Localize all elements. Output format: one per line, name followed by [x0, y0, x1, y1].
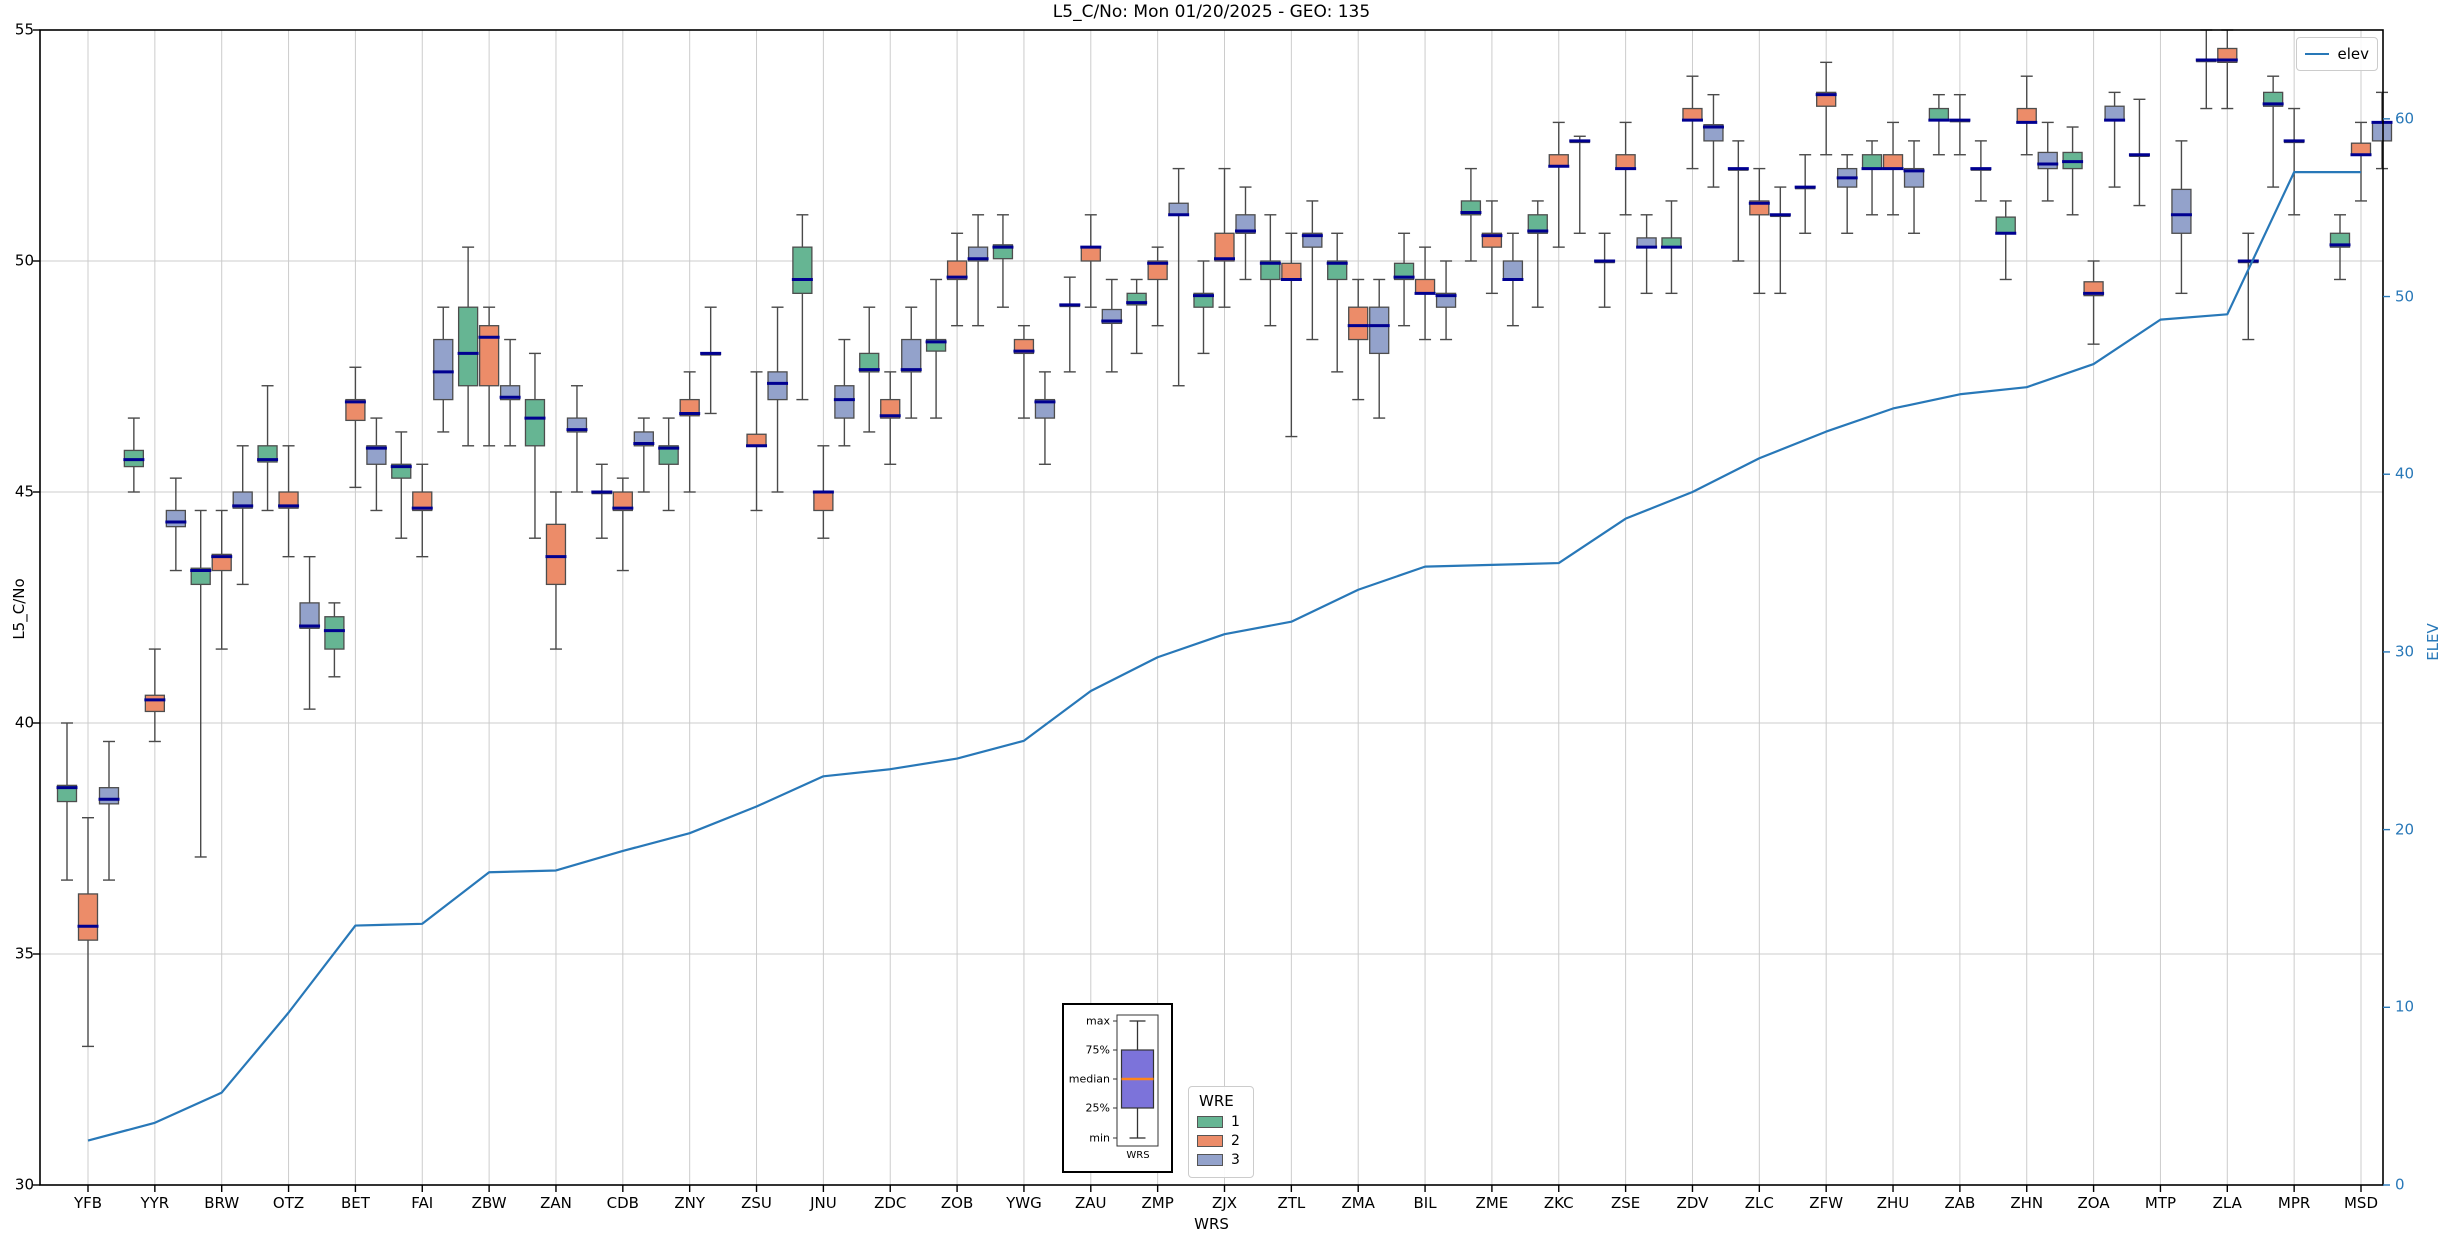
category-tick-ZAU: ZAU	[1075, 1194, 1107, 1212]
wre1-label: 1	[1231, 1114, 1240, 1130]
category-tick-ZLC: ZLC	[1744, 1194, 1774, 1212]
wre3-label: 3	[1231, 1152, 1240, 1168]
category-tick-ZDV: ZDV	[1676, 1194, 1709, 1212]
wre1-swatch	[1197, 1116, 1223, 1128]
category-tick-ZSU: ZSU	[741, 1194, 772, 1212]
category-tick-ZHN: ZHN	[2010, 1194, 2044, 1212]
category-tick-ZMP: ZMP	[1141, 1194, 1174, 1212]
wre3-swatch	[1197, 1154, 1223, 1166]
left-axis-label: L5_C/No	[10, 578, 28, 640]
wre-legend-row: 2	[1197, 1133, 1245, 1149]
wre-legend-row: 3	[1197, 1152, 1245, 1168]
category-tick-ZNY: ZNY	[674, 1194, 705, 1212]
category-tick-OTZ: OTZ	[272, 1194, 305, 1212]
right-tick: 20	[2395, 820, 2415, 839]
category-tick-ZJX: ZJX	[1212, 1194, 1237, 1212]
wre2-label: 2	[1231, 1133, 1240, 1149]
elev-legend-label: elev	[2337, 45, 2369, 63]
right-tick: 40	[2395, 464, 2415, 483]
category-tick-BET: BET	[340, 1194, 370, 1212]
left-tick: 30	[14, 1175, 34, 1194]
inset-max-label: max	[1086, 1014, 1110, 1028]
category-tick-ZKC: ZKC	[1543, 1194, 1574, 1212]
right-tick: 60	[2395, 109, 2415, 128]
wre-legend-row: 1	[1197, 1114, 1245, 1130]
inset-p75-label: 75%	[1085, 1043, 1110, 1057]
elev-legend: elev	[2296, 37, 2378, 71]
elev-line-sample	[2305, 53, 2330, 55]
inset-min-label: min	[1089, 1131, 1110, 1145]
wre2-swatch	[1197, 1135, 1223, 1147]
wre-legend: WRE 1 2 3	[1188, 1086, 1254, 1178]
category-tick-ZSE: ZSE	[1610, 1194, 1641, 1212]
category-tick-ZAN: ZAN	[540, 1194, 572, 1212]
category-tick-ZME: ZME	[1475, 1194, 1509, 1212]
category-tick-JNU: JNU	[810, 1194, 837, 1212]
category-tick-YFB: YFB	[73, 1194, 103, 1212]
right-axis-label: ELEV	[2424, 623, 2439, 661]
right-tick: 0	[2395, 1175, 2405, 1194]
left-tick: 40	[14, 713, 34, 732]
category-tick-MTP: MTP	[2144, 1194, 2177, 1212]
category-tick-YWG: YWG	[1006, 1194, 1042, 1212]
category-tick-ZLA: ZLA	[2212, 1194, 2242, 1212]
category-tick-CDB: CDB	[606, 1194, 639, 1212]
left-tick: 45	[14, 482, 34, 501]
category-tick-FAI: FAI	[411, 1194, 434, 1212]
inset-p25-label: 25%	[1085, 1101, 1110, 1115]
inset-median-label: median	[1068, 1072, 1110, 1086]
category-tick-ZDC: ZDC	[874, 1194, 907, 1212]
category-tick-ZMA: ZMA	[1341, 1194, 1375, 1212]
left-tick: 50	[14, 251, 34, 270]
category-tick-ZBW: ZBW	[471, 1194, 507, 1212]
category-tick-ZFW: ZFW	[1809, 1194, 1844, 1212]
category-tick-BIL: BIL	[1413, 1194, 1437, 1212]
right-tick: 10	[2395, 997, 2415, 1016]
right-tick: 30	[2395, 642, 2415, 661]
category-tick-YYR: YYR	[140, 1194, 170, 1212]
x-axis-label: WRS	[1194, 1215, 1229, 1233]
category-tick-ZAB: ZAB	[1944, 1194, 1976, 1212]
chart-title: L5_C/No: Mon 01/20/2025 - GEO: 135	[1052, 2, 1371, 22]
category-tick-ZOB: ZOB	[940, 1194, 974, 1212]
category-tick-ZHU: ZHU	[1876, 1194, 1910, 1212]
category-tick-ZTL: ZTL	[1277, 1194, 1306, 1212]
right-tick: 50	[2395, 287, 2415, 306]
category-tick-BRW: BRW	[204, 1194, 240, 1212]
category-tick-MSD: MSD	[2343, 1194, 2378, 1212]
category-tick-MPR: MPR	[2277, 1194, 2311, 1212]
left-tick: 55	[14, 20, 34, 39]
inset-x-axis-label: WRS	[1126, 1150, 1150, 1161]
left-tick: 35	[14, 944, 34, 963]
wre-legend-title: WRE	[1199, 1092, 1234, 1110]
category-tick-ZOA: ZOA	[2077, 1194, 2110, 1212]
